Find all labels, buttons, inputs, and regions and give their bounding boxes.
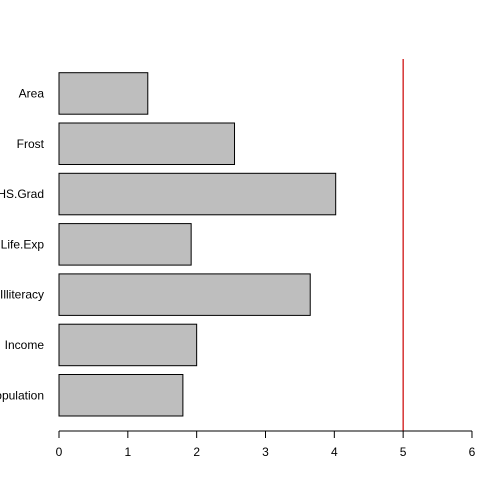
bars-group <box>58 72 337 417</box>
category-label-population: Population <box>0 388 44 402</box>
bar-area <box>58 72 149 115</box>
category-label-income: Income <box>5 338 45 352</box>
bar-income <box>58 323 198 367</box>
category-label-area: Area <box>19 86 45 100</box>
bar-hs-grad <box>58 172 337 216</box>
category-label-illiteracy: Illiteracy <box>0 288 44 302</box>
x-tick-label-5: 5 <box>400 445 407 459</box>
x-tick-label-2: 2 <box>193 445 200 459</box>
bar-frost <box>58 122 236 165</box>
bar-illiteracy <box>58 273 311 316</box>
x-tick-label-4: 4 <box>331 445 338 459</box>
category-label-life-exp: Life.Exp <box>1 237 45 251</box>
category-labels: Population Income Illiteracy Life.Exp HS.Gra… <box>0 86 45 402</box>
x-axis: 0 1 2 3 4 5 6 <box>56 430 476 459</box>
category-label-hs-grad: HS.Grad <box>0 187 44 201</box>
bar-life-exp <box>58 223 192 266</box>
x-tick-label-6: 6 <box>469 445 476 459</box>
x-tick-label-1: 1 <box>124 445 131 459</box>
bar-population <box>58 374 184 417</box>
category-label-frost: Frost <box>17 137 45 151</box>
x-tick-label-3: 3 <box>262 445 269 459</box>
x-tick-label-0: 0 <box>56 445 63 459</box>
